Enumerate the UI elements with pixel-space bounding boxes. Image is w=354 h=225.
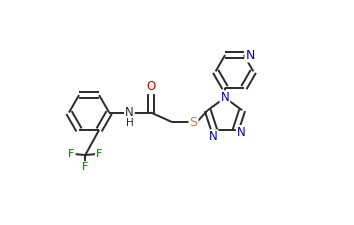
Text: O: O <box>146 80 155 93</box>
Text: N: N <box>125 106 134 119</box>
Text: N: N <box>237 126 245 139</box>
Text: N: N <box>221 91 229 104</box>
Text: F: F <box>82 162 88 172</box>
Text: F: F <box>96 149 102 159</box>
Text: F: F <box>68 149 75 159</box>
Text: S: S <box>189 116 198 129</box>
Text: N: N <box>245 49 255 62</box>
Text: H: H <box>126 118 133 128</box>
Text: N: N <box>209 130 217 143</box>
